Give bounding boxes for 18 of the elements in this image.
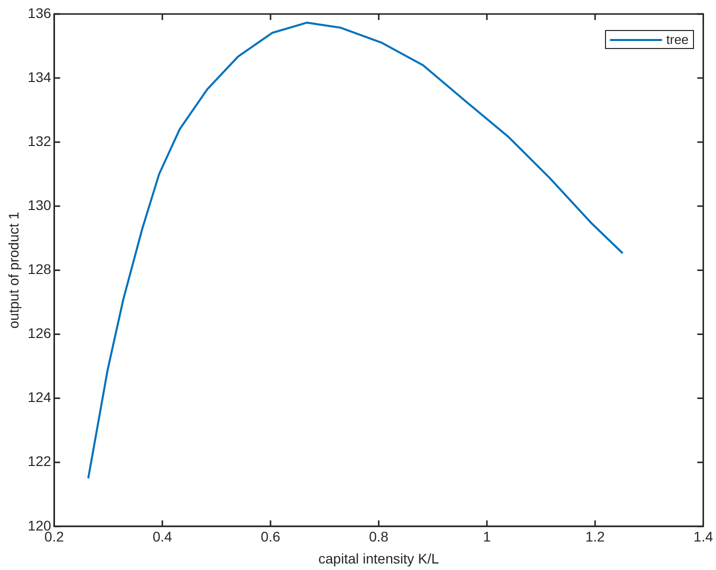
y-tick-label: 136 bbox=[28, 4, 52, 21]
legend-label: tree bbox=[666, 32, 689, 47]
y-tick-label: 122 bbox=[28, 453, 52, 470]
y-tick-label: 124 bbox=[28, 389, 52, 406]
x-tick-label: 1.2 bbox=[585, 528, 606, 545]
x-tick-label: 1.4 bbox=[694, 528, 714, 545]
x-tick-label: 0.8 bbox=[368, 528, 389, 545]
y-axis-title: output of product 1 bbox=[5, 212, 22, 329]
y-tick-label: 120 bbox=[28, 517, 52, 534]
x-tick-label: 1 bbox=[483, 528, 491, 545]
y-tick-label: 132 bbox=[28, 132, 52, 149]
y-tick-label: 130 bbox=[28, 197, 52, 214]
x-tick-label: 0.6 bbox=[260, 528, 280, 545]
y-tick-label: 128 bbox=[28, 261, 52, 278]
x-tick-label: 0.4 bbox=[152, 528, 172, 545]
x-axis-title: capital intensity K/L bbox=[318, 550, 440, 566]
y-tick-label: 134 bbox=[28, 68, 52, 85]
y-tick-label: 126 bbox=[28, 325, 52, 342]
